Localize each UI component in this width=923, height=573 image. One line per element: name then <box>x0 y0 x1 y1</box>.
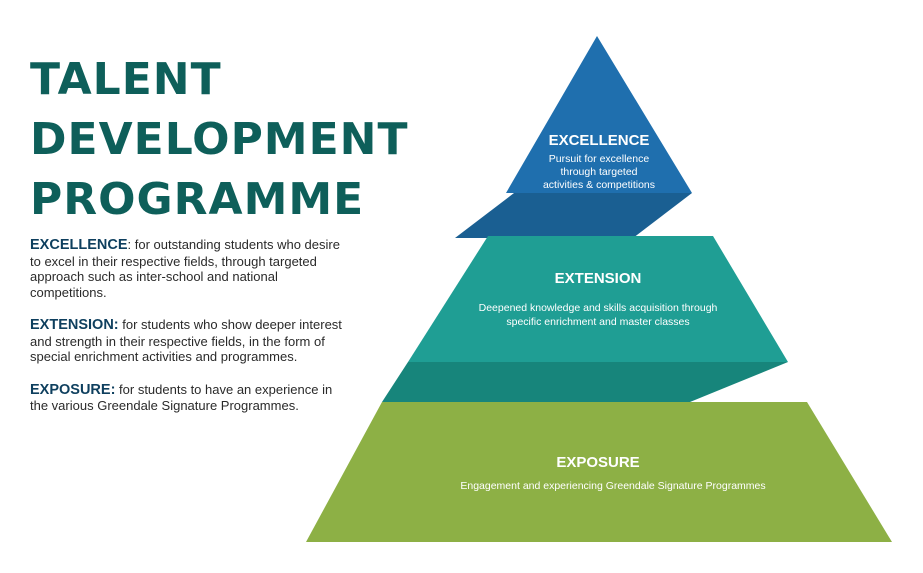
extension-tier-line-2: specific enrichment and master classes <box>506 316 689 328</box>
tier-descriptions: EXCELLENCE: for outstanding students who… <box>30 237 350 431</box>
title-line-1: TALENT <box>30 54 222 105</box>
exposure-description: EXPOSURE: for students to have an experi… <box>30 382 350 414</box>
exposure-tier-line-1: Engagement and experiencing Greendale Si… <box>460 480 765 492</box>
extension-tier <box>408 236 788 362</box>
excellence-tier-line-1: Pursuit for excellence <box>549 153 650 165</box>
extension-tier-title: EXTENSION <box>555 270 642 287</box>
exposure-tier-title: EXPOSURE <box>556 454 639 471</box>
excellence-tier-title: EXCELLENCE <box>549 132 650 149</box>
extension-connector <box>382 362 788 402</box>
title-line-2: DEVELOPMENT <box>30 114 409 165</box>
excellence-text: : for outstanding students who desire to… <box>30 237 340 300</box>
exposure-tier <box>306 402 892 542</box>
extension-description: EXTENSION: for students who show deeper … <box>30 317 350 365</box>
excellence-description: EXCELLENCE: for outstanding students who… <box>30 237 350 300</box>
excellence-term: EXCELLENCE <box>30 237 128 253</box>
extension-tier-line-1: Deepened knowledge and skills acquisitio… <box>479 302 718 314</box>
exposure-term: EXPOSURE: <box>30 381 116 398</box>
programme-title: TALENT DEVELOPMENT PROGRAMME <box>30 50 409 230</box>
excellence-tier <box>506 36 692 193</box>
excellence-tier-line-3: activities & competitions <box>543 179 655 191</box>
extension-term: EXTENSION: <box>30 317 119 333</box>
excellence-connector <box>455 193 692 238</box>
extension-text: for students who show deeper interest an… <box>30 317 342 364</box>
exposure-text: for students to have an experience in th… <box>30 381 333 414</box>
excellence-tier-line-2: through targeted <box>560 166 637 178</box>
title-line-3: PROGRAMME <box>30 174 365 225</box>
